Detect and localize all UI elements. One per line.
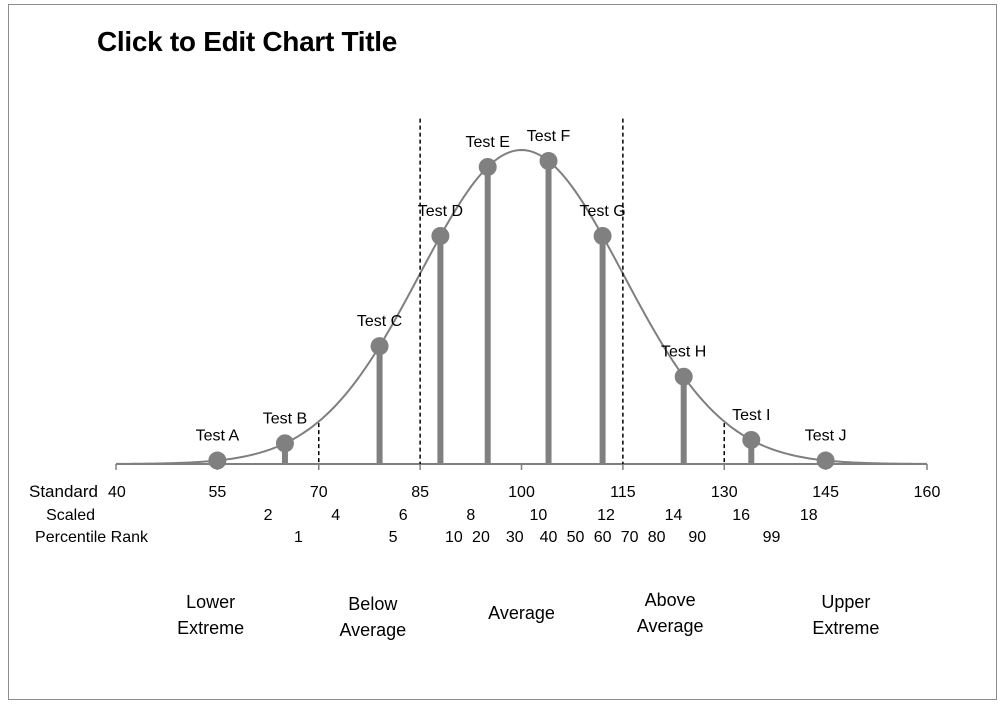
test-label: Test B [263,410,307,427]
percentile-tick-label: 10 [445,529,463,546]
scaled-tick-label: 2 [264,507,273,524]
test-marker [742,430,761,449]
standard-tick-label: 115 [610,484,636,501]
percentile-tick-label: 80 [648,529,666,546]
standard-tick-label: 55 [208,484,226,501]
percentile-tick-label: 50 [567,529,585,546]
range-label: Extreme [812,618,879,638]
scaled-tick-label: 6 [399,507,408,524]
test-marker [593,226,612,245]
scale-name: Standard [29,482,98,501]
test-marker [478,157,497,176]
test-marker [275,434,294,453]
percentile-tick-label: 90 [688,529,706,546]
percentile-tick-label: 60 [594,529,612,546]
test-label: Test D [418,203,463,220]
percentile-tick-label: 70 [621,529,639,546]
scaled-tick-label: 10 [529,507,547,524]
test-marker [370,337,389,356]
scaled-tick-label: 18 [800,507,818,524]
chart-title[interactable]: Click to Edit Chart Title [97,26,398,57]
range-label: Average [637,616,704,636]
test-label: Test H [661,344,706,361]
scaled-tick-label: 4 [331,507,340,524]
range-label: Extreme [177,618,244,638]
scale-name: Percentile Rank [35,529,149,546]
percentile-tick-label: 20 [472,529,490,546]
range-label: Below [348,594,398,614]
percentile-tick-label: 40 [540,529,558,546]
percentile-tick-label: 30 [506,529,524,546]
test-marker [816,451,835,470]
test-label: Test J [805,428,847,445]
scaled-tick-label: 8 [466,507,475,524]
test-marker [208,451,227,470]
standard-tick-label: 100 [508,484,535,501]
bell-curve-line [115,148,928,465]
percentile-tick-label: 5 [389,529,398,546]
percentile-tick-label: 99 [763,529,781,546]
test-marker [674,367,693,386]
test-label: Test F [527,128,571,145]
standard-tick-label: 130 [711,484,738,501]
test-label: Test I [732,407,770,424]
standard-tick-label: 85 [411,484,429,501]
range-label: Above [645,590,696,610]
scaled-tick-label: 14 [665,507,683,524]
range-label: Lower [186,592,235,612]
range-label: Average [339,620,406,640]
scale-name: Scaled [46,507,95,524]
standard-tick-label: 40 [108,484,126,501]
standard-tick-label: 70 [310,484,328,501]
test-label: Test G [579,203,625,220]
percentile-tick-label: 1 [294,529,303,546]
scaled-tick-label: 12 [597,507,615,524]
test-marker [539,151,558,170]
range-label: Average [488,603,555,623]
standard-tick-label: 145 [812,484,839,501]
test-marker [431,226,450,245]
chart-frame [8,4,997,700]
scaled-tick-label: 16 [732,507,750,524]
test-label: Test E [465,134,509,151]
test-label: Test A [196,428,240,445]
test-label: Test C [357,313,402,330]
standard-tick-label: 160 [914,484,941,501]
range-label: Upper [821,592,870,612]
